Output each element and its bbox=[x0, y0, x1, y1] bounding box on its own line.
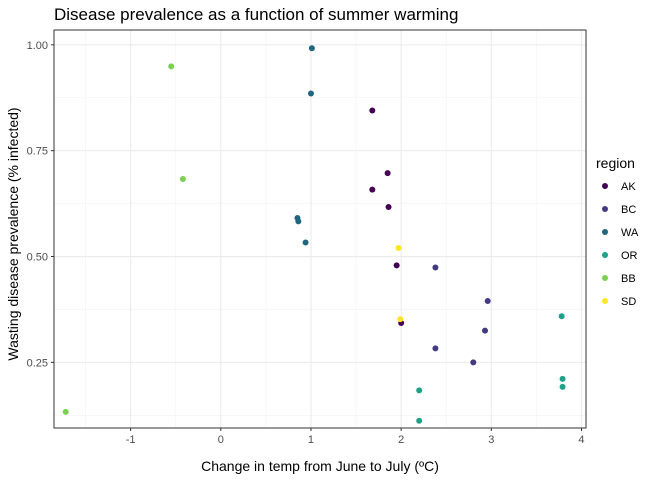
legend-key-bb bbox=[602, 275, 608, 281]
legend-label-bc: BC bbox=[621, 204, 636, 216]
data-point-bc bbox=[484, 297, 491, 304]
panel-background bbox=[54, 30, 586, 428]
minor-gridlines bbox=[54, 30, 586, 428]
data-point-or bbox=[416, 417, 423, 424]
data-point-ak bbox=[369, 186, 376, 193]
data-point-wa bbox=[308, 45, 315, 52]
data-point-bb bbox=[62, 408, 69, 415]
data-point-ak bbox=[369, 107, 376, 114]
data-points bbox=[62, 45, 566, 424]
major-gridlines bbox=[54, 30, 586, 428]
y-axis-ticks: 0.25 0.50 0.75 1.00 bbox=[27, 40, 54, 369]
data-point-or bbox=[559, 383, 566, 390]
y-tick-label: 0.25 bbox=[27, 357, 48, 369]
legend-label-ak: AK bbox=[621, 181, 636, 193]
legend-key-bc bbox=[602, 206, 608, 212]
plot-panel bbox=[54, 30, 586, 428]
legend-key-wa bbox=[602, 229, 608, 235]
y-tick-label: 1.00 bbox=[27, 40, 48, 52]
y-tick-label: 0.75 bbox=[27, 146, 48, 158]
x-tick-label: -1 bbox=[126, 434, 136, 446]
y-tick-label: 0.50 bbox=[27, 252, 48, 264]
data-point-sd bbox=[395, 245, 402, 252]
x-tick-label: 2 bbox=[398, 434, 404, 446]
data-point-ak bbox=[384, 170, 391, 177]
panel-border bbox=[53, 29, 587, 429]
legend-title: region bbox=[596, 155, 635, 171]
y-axis-title: Wasting disease prevalence (% infected) bbox=[5, 107, 21, 360]
legend-label-wa: WA bbox=[621, 227, 639, 239]
legend-label-or: OR bbox=[621, 250, 638, 262]
data-point-or bbox=[558, 313, 565, 320]
data-point-bc bbox=[432, 264, 439, 271]
x-tick-label: 3 bbox=[488, 434, 494, 446]
data-point-sd bbox=[397, 316, 404, 323]
data-point-bc bbox=[482, 327, 489, 334]
data-point-wa bbox=[295, 218, 302, 225]
x-tick-label: 0 bbox=[218, 434, 224, 446]
data-point-or bbox=[559, 375, 566, 382]
data-point-bb bbox=[179, 176, 186, 183]
legend-key-ak bbox=[602, 183, 608, 189]
data-point-bc bbox=[470, 359, 477, 366]
x-axis-ticks: -1 0 1 2 3 4 bbox=[126, 428, 585, 446]
chart-title: Disease prevalence as a function of summ… bbox=[54, 5, 458, 24]
legend-key-sd bbox=[602, 298, 608, 304]
legend-label-bb: BB bbox=[621, 273, 636, 285]
legend-key-or bbox=[602, 252, 608, 258]
data-point-wa bbox=[307, 90, 314, 97]
data-point-ak bbox=[393, 262, 400, 269]
x-tick-label: 1 bbox=[308, 434, 314, 446]
data-point-ak bbox=[385, 203, 392, 210]
legend: region AK BC WA OR BB SD bbox=[596, 155, 639, 308]
x-tick-label: 4 bbox=[578, 434, 584, 446]
data-point-bc bbox=[432, 345, 439, 352]
data-point-bb bbox=[168, 63, 175, 70]
data-point-wa bbox=[302, 239, 309, 246]
legend-label-sd: SD bbox=[621, 296, 636, 308]
data-point-or bbox=[416, 387, 423, 394]
x-axis-title: Change in temp from June to July (ºC) bbox=[201, 458, 439, 474]
